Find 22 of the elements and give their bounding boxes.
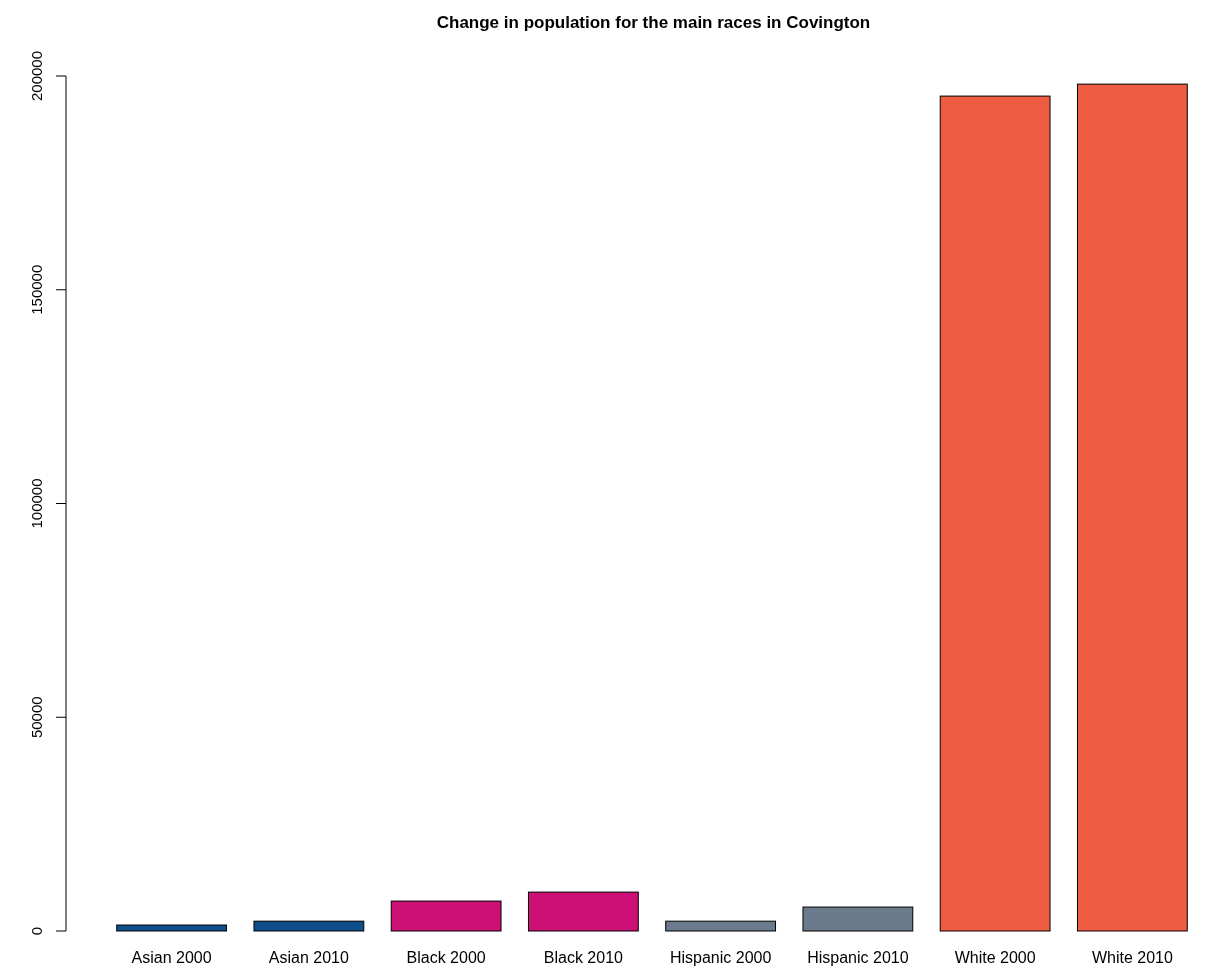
x-tick-label: Black 2010: [543, 949, 624, 966]
x-tick-label: Black 2000: [406, 949, 486, 966]
bar: [527, 891, 639, 932]
y-tick-label: 200000: [28, 50, 45, 102]
y-tick-label: 150000: [28, 264, 45, 315]
x-tick-label: Hispanic 2010: [807, 949, 909, 966]
y-tick-label: 50000: [28, 696, 45, 739]
x-tick-label: White 2010: [1091, 949, 1173, 966]
x-tick-label: Asian 2000: [131, 949, 212, 966]
x-tick-label: Hispanic 2000: [669, 949, 772, 966]
bar: [939, 95, 1051, 932]
bar: [253, 920, 365, 932]
bar: [390, 900, 502, 932]
y-tick-label: 100000: [28, 478, 45, 529]
x-tick-label: White 2000: [954, 949, 1036, 966]
chart-title: Change in population for the main races in Covington: [436, 13, 871, 32]
x-tick-label: Asian 2010: [268, 949, 350, 966]
bar: [116, 924, 228, 932]
bar: [665, 920, 777, 932]
y-tick-label: 0: [28, 926, 45, 936]
bar: [802, 906, 914, 932]
bar: [1076, 83, 1188, 932]
